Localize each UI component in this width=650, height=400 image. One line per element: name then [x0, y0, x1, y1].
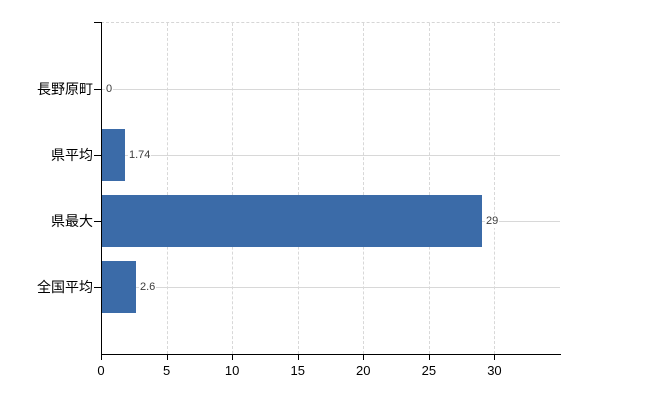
y-axis-tick: [94, 89, 101, 90]
x-axis-tick: [428, 355, 430, 360]
h-gridline: [102, 89, 560, 90]
v-gridline: [297, 23, 299, 354]
x-tick-label: 5: [162, 363, 171, 378]
x-axis-tick: [166, 355, 168, 360]
y-axis-tick: [94, 287, 101, 288]
x-axis-tick: [101, 355, 102, 360]
y-axis-top-tick: [94, 22, 101, 23]
x-tick-label: 30: [487, 363, 502, 378]
x-axis-tick: [297, 355, 299, 360]
bar: [102, 261, 136, 313]
category-label: 全国平均: [37, 279, 93, 295]
v-gridline: [494, 23, 496, 354]
bar: [102, 129, 125, 181]
x-tick-label: 20: [356, 363, 371, 378]
h-gridline: [102, 155, 560, 156]
y-axis-tick: [94, 155, 101, 156]
x-tick-label: 0: [97, 363, 105, 378]
bar-value-label: 1.74: [128, 149, 152, 162]
v-gridline: [166, 23, 168, 354]
y-axis-tick: [94, 221, 101, 222]
category-label: 長野原町: [37, 81, 93, 97]
h-gridline: [102, 287, 560, 288]
x-axis-line: [101, 354, 561, 355]
x-axis-tick: [232, 355, 234, 360]
bar-value-label: 2.6: [139, 281, 157, 294]
x-tick-label: 25: [421, 363, 437, 378]
v-gridline: [428, 23, 430, 354]
v-gridline: [232, 23, 234, 354]
category-label: 県平均: [51, 147, 93, 163]
x-axis-tick: [363, 355, 365, 360]
x-tick-label: 10: [224, 363, 240, 378]
v-gridline: [363, 23, 365, 354]
bar-value-label: 0: [105, 83, 114, 96]
bar-value-label: 29: [485, 215, 500, 228]
y-axis-line: [101, 22, 102, 359]
bar: [102, 195, 482, 247]
plot-top-border: [101, 22, 560, 23]
x-axis-tick: [494, 355, 496, 360]
x-tick-label: 15: [290, 363, 305, 378]
category-label: 県最大: [51, 213, 93, 229]
